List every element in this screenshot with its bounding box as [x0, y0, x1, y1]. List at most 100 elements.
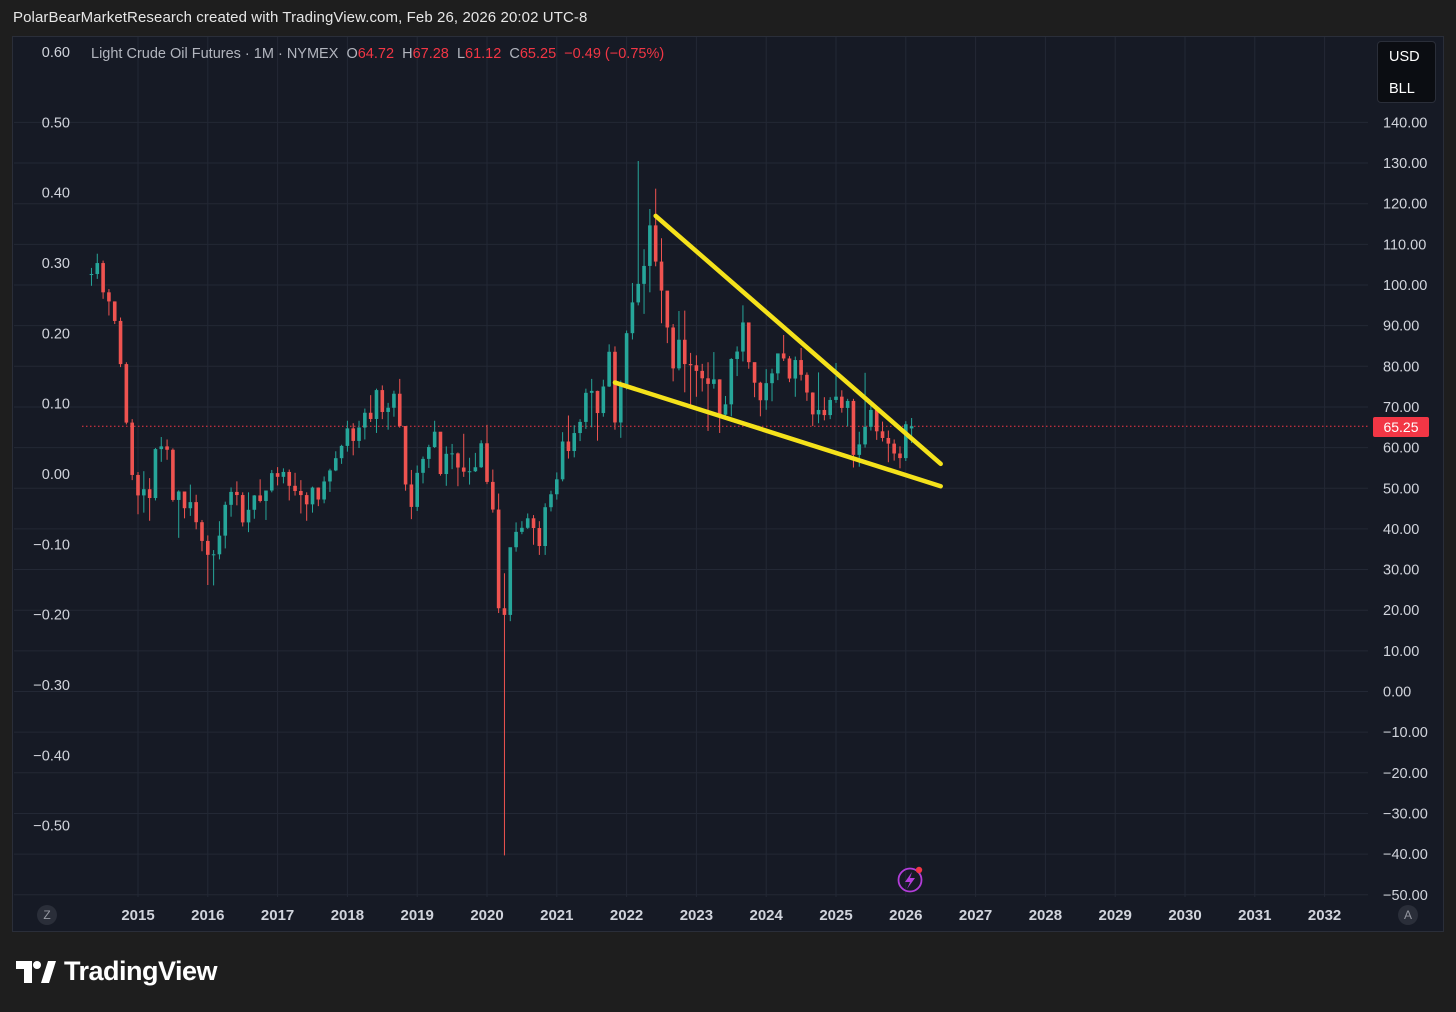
candle-body	[171, 449, 175, 500]
candle-body	[752, 362, 757, 383]
candle-body	[834, 396, 838, 400]
price-tick-label: 130.00	[1383, 156, 1427, 172]
candle-body	[159, 446, 164, 450]
candle-body	[491, 481, 495, 510]
candle-body	[467, 471, 472, 473]
currency-label[interactable]: USD	[1389, 49, 1420, 65]
right-axis[interactable]: 140.00 130.00 120.00 110.00 100.00 90.00 80.00…	[1383, 115, 1428, 903]
candle-body	[770, 373, 774, 384]
candle-body	[863, 426, 867, 445]
chart-panel[interactable]	[12, 36, 1444, 932]
year-tick-label: 2016	[191, 907, 224, 924]
candle-body	[636, 283, 641, 303]
low-value: 61.12	[465, 46, 502, 62]
candle-body	[566, 441, 571, 452]
last-price-tag: 65.25	[1373, 417, 1429, 437]
candle-body	[618, 385, 623, 423]
candle-body	[200, 522, 204, 541]
year-tick-label: 2025	[819, 907, 852, 924]
price-chart[interactable]: 0.60 0.50 0.40 0.30 0.20 0.10 0.00 −0.10 −0.20 −0…	[0, 0, 1456, 940]
price-tick-label: −50.00	[1383, 888, 1428, 904]
candle-body	[613, 351, 617, 423]
candle-body	[130, 422, 134, 475]
candle-body	[712, 379, 716, 384]
candle-body	[840, 396, 844, 408]
candle-body	[828, 399, 832, 416]
candle-body	[502, 608, 507, 615]
currency-unit-box[interactable]: USD BLL	[1377, 41, 1436, 103]
candle-body	[252, 495, 257, 510]
price-tick-label: −30.00	[1383, 806, 1428, 822]
candle-body	[206, 540, 210, 555]
candle-body	[322, 481, 326, 500]
left-tick-label: −0.20	[33, 608, 70, 624]
candle-body	[194, 502, 198, 523]
candle-body	[217, 535, 222, 555]
price-tick-label: 120.00	[1383, 197, 1427, 213]
candle-body	[427, 447, 431, 459]
price-tick-label: 50.00	[1383, 481, 1419, 497]
unit-label[interactable]: BLL	[1389, 81, 1415, 97]
left-tick-label: −0.40	[33, 748, 70, 764]
candle-body	[118, 320, 123, 365]
price-tick-label: 20.00	[1383, 603, 1419, 619]
symbol-title: Light Crude Oil Futures · 1M · NYMEX	[91, 46, 339, 62]
candle-body	[95, 263, 100, 275]
candle-body	[572, 433, 577, 452]
candle-body	[886, 437, 891, 444]
candle-body	[520, 527, 524, 532]
year-tick-label: 2030	[1168, 907, 1201, 924]
price-tick-label: 140.00	[1383, 115, 1427, 131]
high-value: 67.28	[412, 46, 449, 62]
candle-body	[787, 358, 792, 379]
left-axis: 0.60 0.50 0.40 0.30 0.20 0.10 0.00 −0.10 −0.20 −0…	[33, 45, 70, 835]
candle-body	[816, 409, 821, 415]
candle-body	[438, 431, 443, 475]
candle-body	[677, 339, 681, 369]
candle-body	[223, 504, 228, 536]
left-tick-label: 0.10	[42, 397, 70, 413]
price-tick-label: −40.00	[1383, 847, 1428, 863]
candle-body	[235, 491, 239, 496]
candle-body	[142, 489, 146, 496]
auto-scale-button[interactable]: A	[1398, 905, 1418, 925]
candle-body	[717, 379, 722, 415]
left-tick-label: 0.50	[42, 115, 70, 131]
price-tick-label: −20.00	[1383, 766, 1428, 782]
candle-body	[595, 390, 600, 414]
price-tick-label: 70.00	[1383, 400, 1419, 416]
left-tick-label: 0.20	[42, 326, 70, 342]
candle-body	[345, 428, 350, 446]
time-axis[interactable]: 2015 2016 2017 2018 2019 2020 2021 2022 2023 2024…	[121, 907, 1341, 924]
candle-body	[851, 400, 856, 455]
candle-body	[304, 495, 309, 505]
year-tick-label: 2027	[959, 907, 992, 924]
lightning-icon[interactable]	[897, 866, 923, 893]
candle-body	[444, 453, 449, 475]
candle-body	[706, 378, 710, 384]
candle-body	[333, 458, 338, 471]
candle-body	[549, 494, 553, 508]
candle-body	[485, 443, 489, 482]
year-tick-label: 2017	[261, 907, 294, 924]
candle-body	[269, 473, 274, 491]
trendlines[interactable]	[612, 213, 943, 489]
candle-body	[746, 322, 751, 363]
candle-body	[211, 554, 216, 556]
price-tick-label: 100.00	[1383, 278, 1427, 294]
candle-body	[729, 358, 734, 405]
left-tick-label: 0.40	[42, 186, 70, 202]
candle-body	[258, 495, 262, 502]
price-tick-label: 30.00	[1383, 563, 1419, 579]
zoom-button[interactable]: Z	[37, 905, 57, 925]
left-tick-label: −0.10	[33, 537, 70, 553]
candle-body	[665, 290, 670, 328]
year-tick-label: 2028	[1029, 907, 1062, 924]
candle-body	[456, 453, 460, 468]
candle-body	[578, 421, 582, 434]
year-tick-label: 2031	[1238, 907, 1271, 924]
candle-body	[287, 471, 292, 486]
symbol-legend[interactable]: Light Crude Oil Futures · 1M · NYMEX O64…	[91, 46, 664, 62]
left-tick-label: −0.30	[33, 678, 70, 694]
tradingview-logo[interactable]: TradingView	[16, 956, 218, 987]
